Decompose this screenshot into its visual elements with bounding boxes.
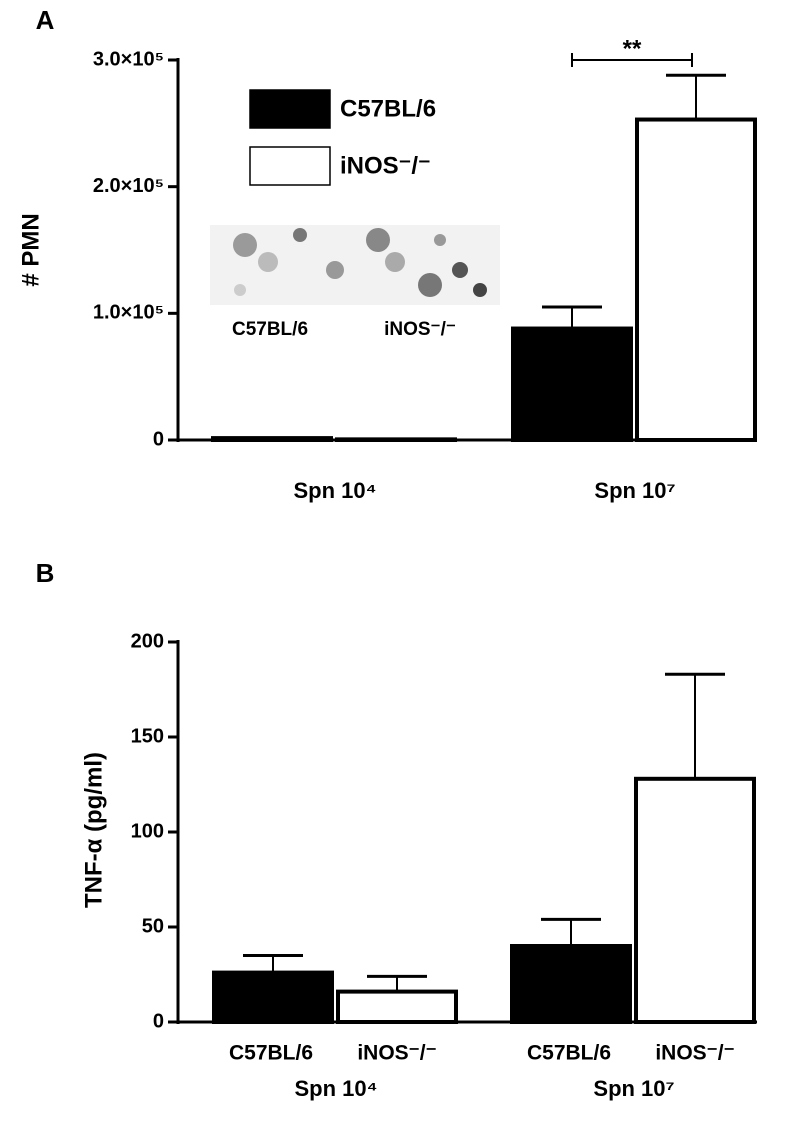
legend-swatch (249, 89, 331, 129)
cell (234, 284, 246, 296)
y-axis-label: # PMN (17, 213, 44, 286)
cell (366, 228, 390, 252)
x-tick-label: Spn 10⁴ (294, 1076, 377, 1101)
y-tick-label: 100 (131, 820, 164, 842)
legend-label: iNOS⁻/⁻ (340, 152, 431, 179)
x-tick-label: Spn 10⁷ (594, 478, 675, 503)
cell (473, 283, 487, 297)
inset-label: iNOS⁻/⁻ (384, 319, 456, 340)
annotation: ** (623, 35, 642, 62)
panel-label: A (36, 5, 55, 35)
y-tick-label: 200 (131, 630, 164, 652)
panel-label: B (36, 558, 55, 588)
bar (510, 944, 632, 1024)
x-tick-label: Spn 10⁴ (293, 478, 376, 503)
cell (233, 233, 257, 257)
bar (635, 117, 757, 443)
legend-swatch (249, 146, 331, 186)
bar (212, 970, 334, 1024)
bar-label: C57BL/6 (229, 1042, 313, 1065)
cell (385, 252, 405, 272)
y-tick-label: 1.0×10⁵ (93, 302, 164, 324)
cell (293, 228, 307, 242)
bar-label: C57BL/6 (527, 1042, 611, 1065)
inset-background (210, 225, 500, 305)
y-tick-label: 2.0×10⁵ (93, 175, 164, 197)
bar (336, 989, 458, 1024)
bar (511, 326, 633, 442)
inset-image (210, 225, 500, 305)
cell (434, 234, 446, 246)
y-axis-label: TNF-α (pg/ml) (80, 752, 107, 908)
y-tick-label: 3.0×10⁵ (93, 48, 164, 70)
cell (326, 261, 344, 279)
bar (634, 776, 756, 1024)
y-tick-label: 0 (153, 1010, 164, 1032)
cell (418, 273, 442, 297)
y-tick-label: 150 (131, 725, 164, 747)
cell (452, 262, 468, 278)
legend-label: C57BL/6 (340, 95, 436, 122)
bar-label: iNOS⁻/⁻ (357, 1042, 436, 1065)
y-tick-label: 50 (142, 915, 164, 937)
y-tick-label: 0 (153, 428, 164, 450)
inset-label: C57BL/6 (232, 319, 308, 340)
cell (258, 252, 278, 272)
x-tick-label: Spn 10⁷ (593, 1076, 674, 1101)
bar-label: iNOS⁻/⁻ (655, 1042, 734, 1065)
